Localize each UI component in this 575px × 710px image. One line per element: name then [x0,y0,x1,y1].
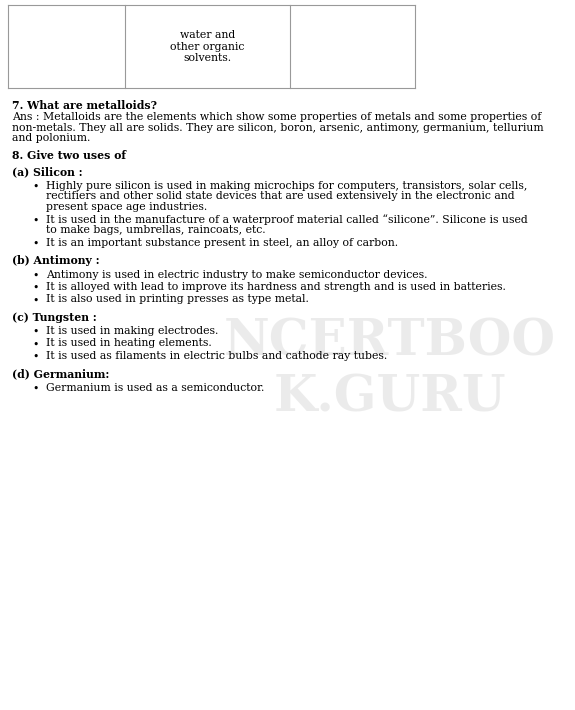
Text: Germanium is used as a semiconductor.: Germanium is used as a semiconductor. [46,383,264,393]
Text: •: • [32,383,39,393]
Text: •: • [32,283,39,293]
Text: It is used in heating elements.: It is used in heating elements. [46,339,212,349]
Text: water and
other organic
solvents.: water and other organic solvents. [170,30,245,63]
Text: •: • [32,295,39,305]
Text: (b) Antimony :: (b) Antimony : [12,255,99,266]
Text: to make bags, umbrellas, raincoats, etc.: to make bags, umbrellas, raincoats, etc. [46,225,266,236]
Text: rectifiers and other solid state devices that are used extensively in the electr: rectifiers and other solid state devices… [46,192,515,202]
Text: NCERTBOO
K.GURU: NCERTBOO K.GURU [224,317,556,422]
Text: non-metals. They all are solids. They are silicon, boron, arsenic, antimony, ger: non-metals. They all are solids. They ar… [12,123,543,133]
Text: Ans : Metalloids are the elements which show some properties of metals and some : Ans : Metalloids are the elements which … [12,112,542,122]
Text: (a) Silicon :: (a) Silicon : [12,166,83,178]
Text: present space age industries.: present space age industries. [46,202,207,212]
Text: Highly pure silicon is used in making microchips for computers, transistors, sol: Highly pure silicon is used in making mi… [46,181,527,191]
Text: It is used in making electrodes.: It is used in making electrodes. [46,326,218,336]
Text: 7. What are metalloids?: 7. What are metalloids? [12,100,157,111]
Text: 8. Give two uses of: 8. Give two uses of [12,150,126,161]
Text: Antimony is used in electric industry to make semiconductor devices.: Antimony is used in electric industry to… [46,270,427,280]
Text: It is also used in printing presses as type metal.: It is also used in printing presses as t… [46,294,309,305]
Text: It is used as filaments in electric bulbs and cathode ray tubes.: It is used as filaments in electric bulb… [46,351,387,361]
Text: It is alloyed with lead to improve its hardness and strength and is used in batt: It is alloyed with lead to improve its h… [46,282,506,292]
Text: •: • [32,327,39,337]
Text: •: • [32,271,39,280]
Text: (d) Germanium:: (d) Germanium: [12,368,109,379]
Text: (c) Tungsten :: (c) Tungsten : [12,312,97,322]
Text: and polonium.: and polonium. [12,133,90,143]
Text: •: • [32,351,39,362]
Text: •: • [32,216,39,226]
Text: It is used in the manufacture of a waterproof material called “silicone”. Silico: It is used in the manufacture of a water… [46,214,528,225]
Text: •: • [32,182,39,192]
Text: •: • [32,239,39,248]
Text: •: • [32,339,39,349]
Text: It is an important substance present in steel, an alloy of carbon.: It is an important substance present in … [46,238,398,248]
